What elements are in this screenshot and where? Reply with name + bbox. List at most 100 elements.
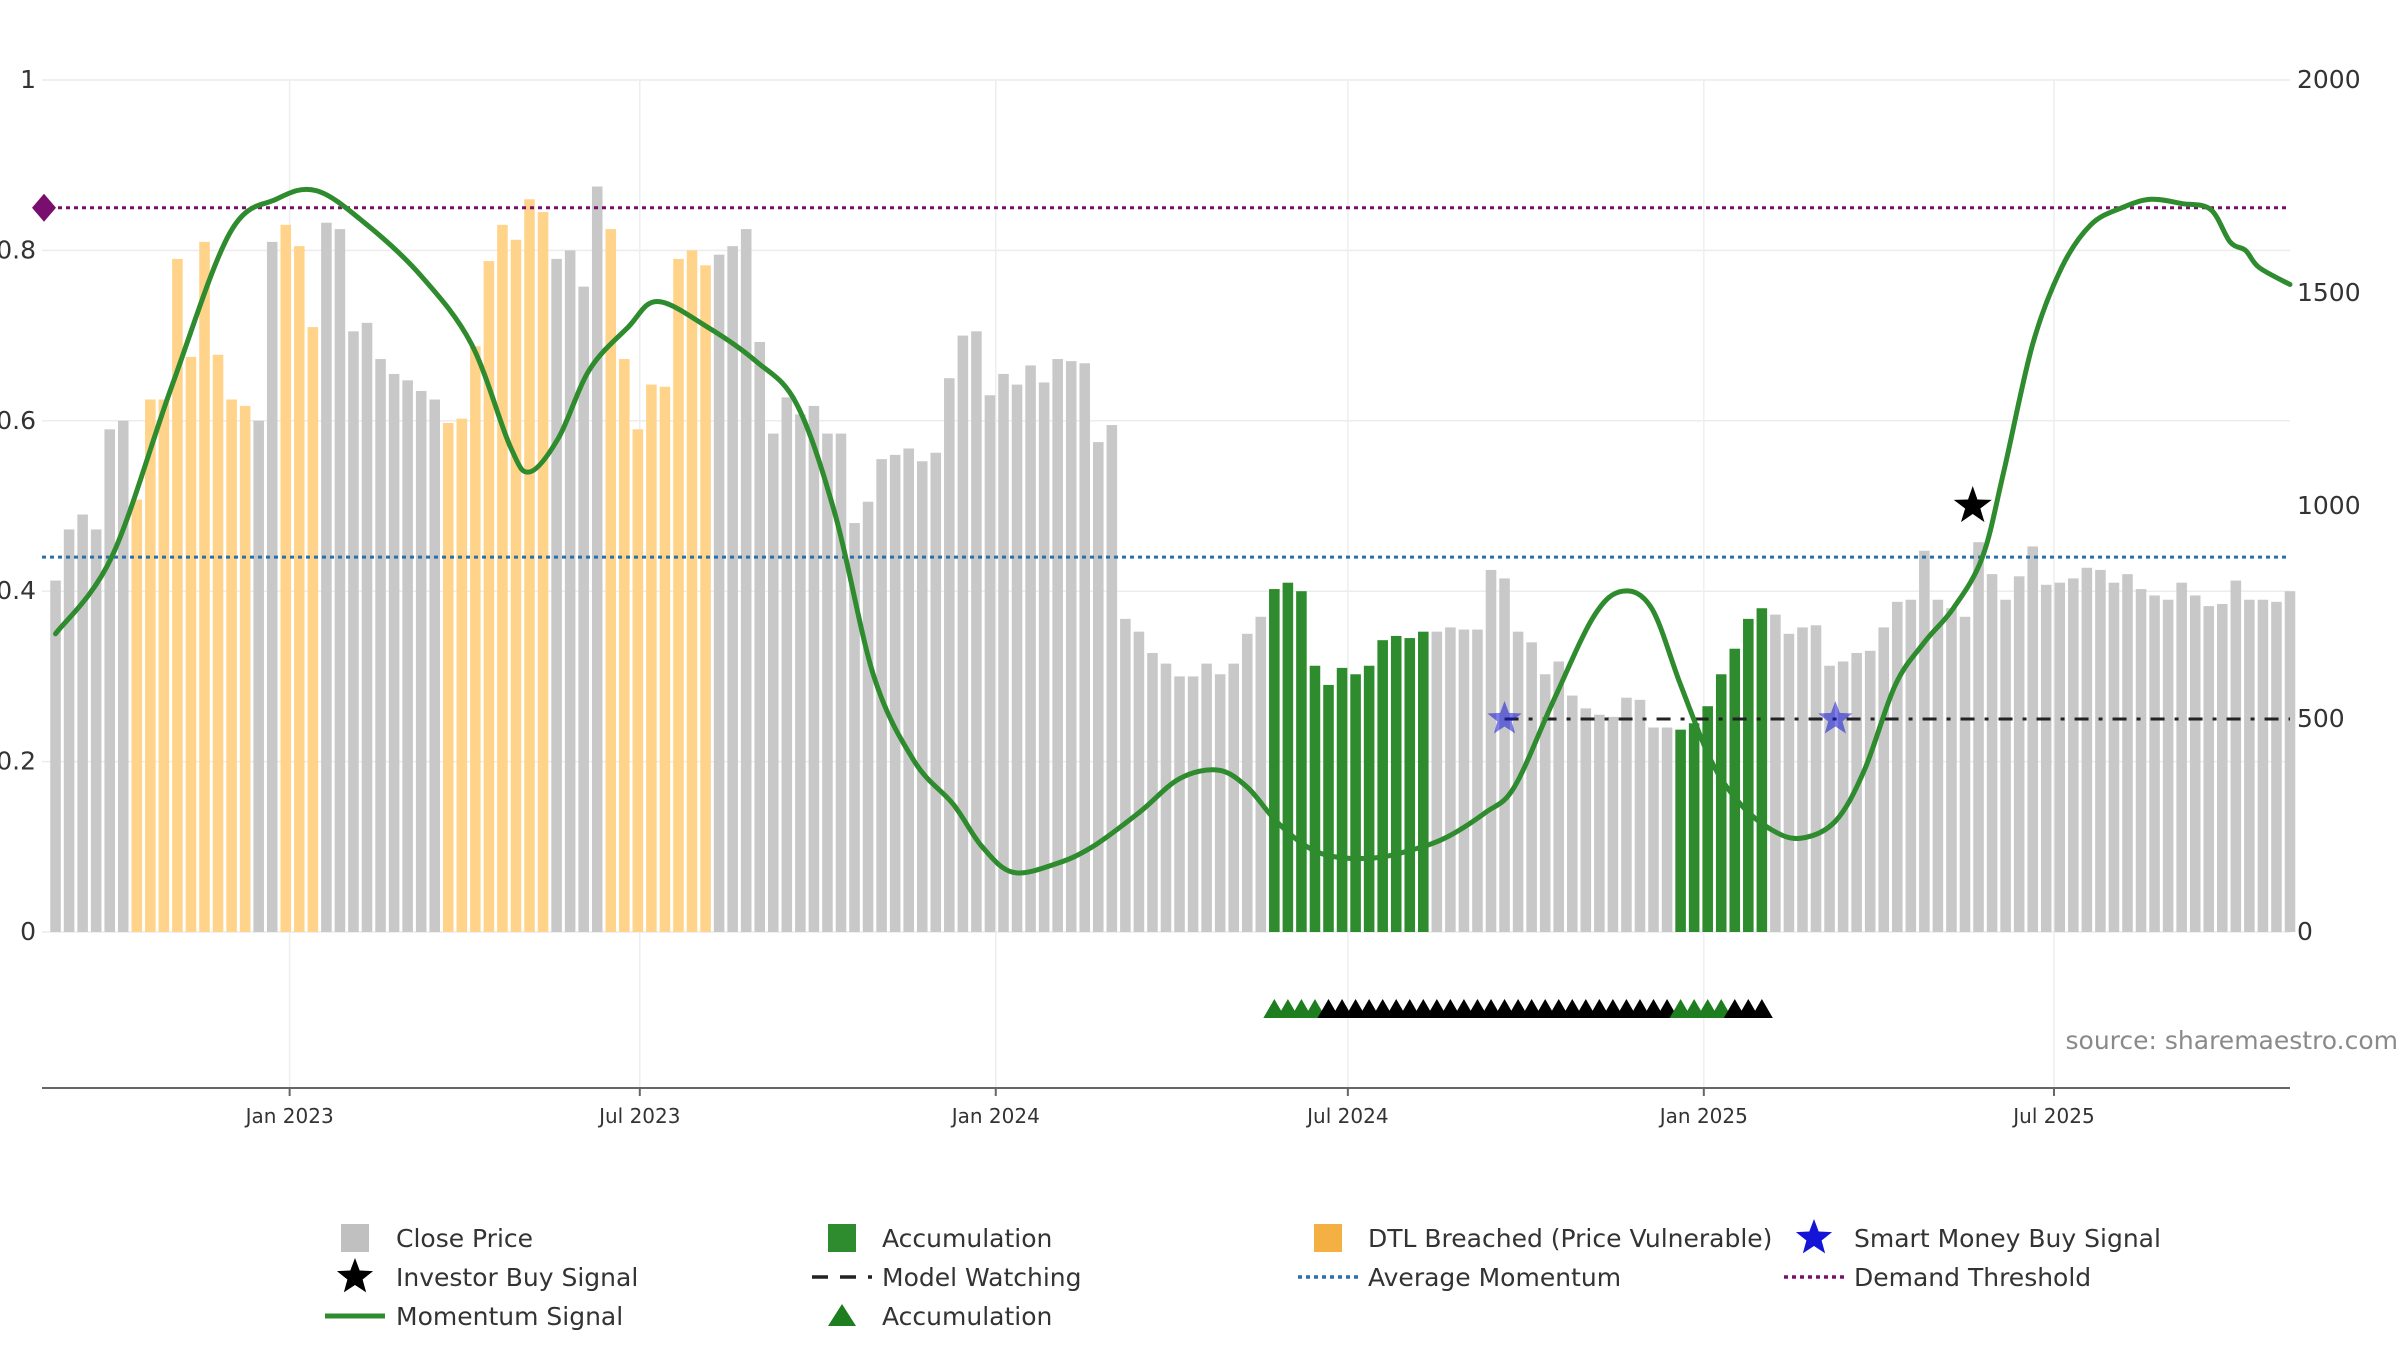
legend-swatch-triangle <box>828 1304 856 1326</box>
accumulation-bar <box>1350 674 1361 932</box>
x-tick-label: Jan 2025 <box>1658 1104 1748 1128</box>
demand-threshold-diamond <box>32 193 56 222</box>
accumulation-bar <box>1323 684 1334 932</box>
legend-item: Close Price <box>341 1224 533 1253</box>
price-bar <box>2176 582 2187 932</box>
reference-lines <box>42 206 2290 721</box>
price-bar <box>1052 359 1063 932</box>
price-bar <box>1932 599 1944 932</box>
dtl-breached-bar <box>700 265 711 932</box>
price-bar <box>2203 606 2215 932</box>
price-bar <box>2068 578 2079 932</box>
dtl-breached-bar <box>172 258 183 932</box>
legend-label: Accumulation <box>882 1302 1052 1331</box>
price-bar <box>1133 631 1145 932</box>
price-bar <box>1187 676 1199 932</box>
dtl-breached-bar <box>619 359 630 932</box>
legend-label: Average Momentum <box>1368 1263 1621 1292</box>
investor-buy-star <box>1953 486 1992 523</box>
price-bar <box>2000 599 2011 932</box>
price-bar <box>713 254 725 932</box>
legend-swatch-square <box>341 1224 369 1252</box>
price-bar <box>1580 708 1592 932</box>
x-tick-label: Jan 2023 <box>244 1104 334 1128</box>
right-tick-label: 1500 <box>2297 278 2361 307</box>
accumulation-bar <box>1715 674 1727 932</box>
price-bar <box>1891 601 1903 932</box>
legend-item: Accumulation <box>828 1224 1052 1253</box>
price-bar <box>1973 542 1984 932</box>
price-bar <box>1201 663 1212 932</box>
accumulation-bar <box>1282 582 1294 932</box>
legend-swatch-square <box>1314 1224 1342 1252</box>
price-bar <box>564 250 576 932</box>
accumulation-bar <box>1702 706 1713 932</box>
dtl-breached-bar <box>226 399 237 932</box>
dtl-breached-bar <box>131 499 143 932</box>
accumulation-bar <box>1363 665 1375 932</box>
dtl-breached-bar <box>185 356 197 932</box>
price-bar <box>862 501 874 932</box>
price-bar <box>1445 627 1456 932</box>
price-bar <box>1160 663 1172 932</box>
price-bar <box>1120 618 1131 932</box>
price-bar <box>1553 661 1565 932</box>
price-bar <box>1878 627 1890 932</box>
price-bar <box>2054 582 2066 932</box>
price-bar <box>1648 727 1659 932</box>
momentum-signal <box>53 186 2293 876</box>
price-bar <box>591 186 603 932</box>
price-bar <box>1065 361 1077 932</box>
price-bar <box>50 580 61 932</box>
price-bar <box>1458 629 1470 932</box>
accumulation-bar <box>1418 631 1429 932</box>
price-bar <box>2135 589 2147 932</box>
price-bar <box>795 414 806 932</box>
price-bar <box>1661 727 1673 932</box>
price-bar <box>578 286 589 932</box>
legend-item: Demand Threshold <box>1784 1263 2091 1292</box>
price-bar <box>1919 550 1930 932</box>
price-bar <box>402 380 413 933</box>
dtl-breached-bar <box>239 405 251 932</box>
price-bar <box>1810 625 1822 932</box>
price-bar <box>2257 599 2269 932</box>
legend-label: Close Price <box>396 1224 533 1253</box>
price-bar <box>1594 714 1605 932</box>
accumulation-triangle <box>1750 999 1773 1018</box>
price-bar <box>1011 384 1023 933</box>
price-bar <box>348 331 359 933</box>
price-bar <box>916 461 928 932</box>
price-bar <box>1837 661 1849 932</box>
left-tick-label: 0.4 <box>0 576 36 605</box>
price-bar <box>1431 631 1443 932</box>
left-tick-label: 0.6 <box>0 406 36 435</box>
source-label: source: sharemaestro.com <box>2066 1026 2399 1055</box>
price-bar <box>253 420 264 932</box>
price-bar <box>2027 546 2038 932</box>
dtl-breached-bar <box>686 250 698 932</box>
dtl-breached-bar <box>307 327 319 933</box>
dtl-breached-bar <box>158 399 170 932</box>
x-tick-label: Jul 2023 <box>597 1104 680 1128</box>
legend-swatch-star <box>1795 1219 1833 1254</box>
price-bar <box>1241 633 1253 932</box>
smart-money-buy-star <box>1487 701 1522 734</box>
legend-label: Smart Money Buy Signal <box>1854 1224 2161 1253</box>
price-bar <box>415 390 427 933</box>
left-tick-label: 1 <box>20 65 36 94</box>
price-bar <box>1228 663 1239 932</box>
legend-label: Momentum Signal <box>396 1302 623 1331</box>
price-bar <box>2244 599 2255 932</box>
price-bar <box>2189 595 2201 932</box>
right-tick-label: 0 <box>2297 917 2313 946</box>
legend-item: Smart Money Buy Signal <box>1795 1219 2161 1254</box>
legend-label: Demand Threshold <box>1854 1263 2091 1292</box>
price-bar <box>1079 363 1091 932</box>
price-bar <box>1147 652 1158 932</box>
accumulation-bar <box>1688 723 1700 932</box>
price-bar <box>2271 601 2282 932</box>
accumulation-bar <box>1296 591 1307 932</box>
left-tick-label: 0.8 <box>0 235 36 264</box>
legend-item: DTL Breached (Price Vulnerable) <box>1314 1224 1772 1253</box>
